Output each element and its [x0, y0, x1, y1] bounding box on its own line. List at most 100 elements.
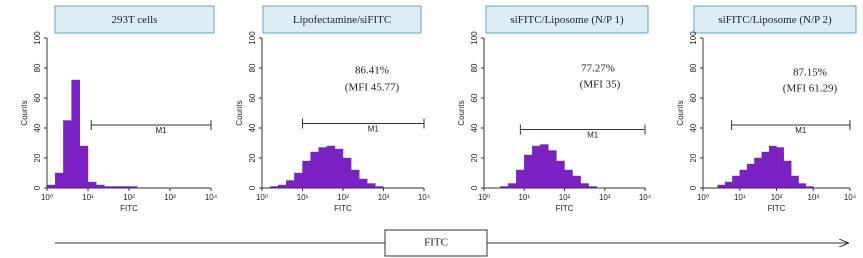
histogram-bar — [310, 151, 319, 189]
y-tick-label: 100 — [470, 31, 479, 45]
y-tick-label: 40 — [470, 123, 479, 132]
x-tick-label: 10² — [559, 193, 571, 202]
histogram-bar — [367, 183, 376, 189]
gate-label: M1 — [587, 131, 599, 140]
y-tick-label: 20 — [248, 153, 257, 162]
histogram-bar — [540, 144, 549, 189]
histogram-bar — [798, 183, 807, 189]
y-tick-label: 80 — [470, 63, 479, 72]
y-tick-label: 0 — [33, 185, 42, 190]
histogram-bar — [63, 120, 72, 189]
title-box — [693, 5, 857, 34]
annotation: (MFI 61.29) — [783, 83, 838, 95]
title-box — [485, 5, 649, 34]
x-tick-label: 10³ — [807, 193, 819, 202]
y-tick-label: 20 — [470, 153, 479, 162]
x-tick-label: 10¹ — [518, 193, 530, 202]
histogram-bar — [302, 160, 311, 189]
y-tick-label: 0 — [248, 185, 257, 190]
x-tick-label: 10² — [123, 193, 135, 202]
x-tick-label: 10³ — [599, 193, 611, 202]
x-tick-label: 10² — [337, 193, 349, 202]
histogram-bar — [318, 147, 327, 189]
x-tick-label: 10⁴ — [844, 193, 857, 202]
panel-title: Lipofectamine/siFITC — [293, 14, 391, 26]
histogram-bar — [776, 147, 785, 189]
x-axis-label: FITC — [334, 204, 352, 213]
histogram-bar — [524, 154, 533, 189]
histogram-bar — [556, 160, 565, 189]
histogram-bar — [516, 169, 525, 189]
y-axis-label: Counts — [20, 100, 29, 125]
histogram-bar — [746, 163, 755, 189]
histogram-bar — [507, 183, 517, 189]
histogram-bar — [732, 175, 740, 189]
y-tick-label: 100 — [689, 31, 698, 45]
x-axis-label: FITC — [556, 204, 574, 213]
x-axis-label: FITC — [120, 204, 138, 213]
histogram-bar — [294, 172, 303, 189]
histogram-bar — [761, 151, 770, 189]
y-tick-label: 60 — [33, 93, 42, 102]
histogram-bar — [564, 169, 573, 189]
histogram-bar — [754, 157, 762, 189]
x-tick-label: 10⁴ — [205, 193, 218, 202]
x-tick-label: 10¹ — [297, 193, 309, 202]
histogram-bar — [768, 145, 777, 189]
x-tick-label: 10¹ — [82, 193, 94, 202]
histogram-bar — [342, 157, 352, 189]
histogram-bar — [580, 183, 589, 189]
y-tick-label: 80 — [248, 63, 257, 72]
x-tick-label: 10⁰ — [697, 193, 709, 202]
y-tick-label: 100 — [248, 31, 257, 45]
y-tick-label: 40 — [248, 123, 257, 132]
y-tick-label: 80 — [689, 63, 698, 72]
gate-label: M1 — [156, 126, 168, 135]
y-tick-label: 60 — [470, 93, 479, 102]
y-tick-label: 20 — [33, 153, 42, 162]
title-box — [262, 5, 422, 34]
histogram-bar — [71, 79, 81, 189]
x-tick-label: 10⁰ — [256, 193, 268, 202]
x-tick-label: 10³ — [378, 193, 390, 202]
histogram-bar — [55, 172, 64, 189]
histogram-bar — [791, 175, 799, 189]
y-tick-label: 60 — [248, 93, 257, 102]
annotation: (MFI 45.77) — [345, 82, 400, 94]
panel-title: siFITC/Liposome (N/P 2) — [718, 14, 832, 26]
histogram-bar — [572, 175, 581, 189]
y-tick-label: 0 — [689, 185, 698, 190]
x-axis-label: FITC — [768, 204, 786, 213]
histogram-bar — [350, 169, 360, 189]
y-tick-label: 40 — [33, 123, 42, 132]
y-tick-label: 100 — [33, 31, 42, 45]
y-tick-label: 60 — [689, 93, 698, 102]
histogram-bar — [359, 178, 368, 189]
x-tick-label: 10⁰ — [478, 193, 490, 202]
y-axis-label: Counts — [235, 100, 244, 125]
x-tick-label: 10² — [771, 193, 783, 202]
histogram-bar — [532, 145, 541, 189]
y-tick-label: 0 — [470, 185, 479, 190]
gate-label: M1 — [368, 125, 380, 134]
histogram-bar — [548, 150, 557, 189]
histogram-bar — [739, 169, 748, 189]
panel-title: 293T cells — [112, 14, 158, 26]
x-tick-label: 10³ — [164, 193, 176, 202]
histogram-bar — [87, 181, 97, 189]
histogram-bar — [783, 160, 792, 189]
y-tick-label: 20 — [689, 153, 698, 162]
histogram-bar — [724, 181, 733, 189]
annotation: 77.27% — [581, 63, 615, 75]
histogram-bar — [334, 148, 344, 189]
annotation: 87.15% — [793, 67, 827, 79]
histogram-bar — [286, 180, 295, 189]
axis-caption: FITC — [424, 237, 448, 249]
y-tick-label: 40 — [689, 123, 698, 132]
annotation: (MFI 35) — [580, 79, 621, 91]
title-box — [54, 5, 215, 34]
x-tick-label: 10⁰ — [41, 193, 53, 202]
y-axis-label: Counts — [676, 100, 685, 125]
y-tick-label: 80 — [33, 63, 42, 72]
